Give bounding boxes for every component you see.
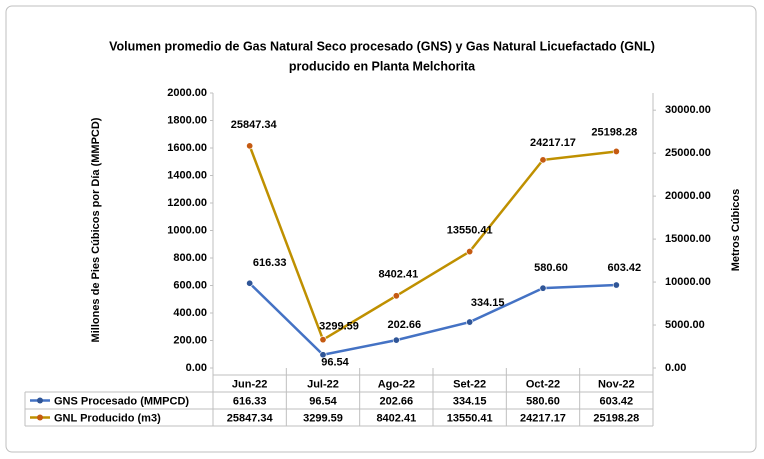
y2-tick-label: 30000.00 — [665, 104, 711, 116]
y2-tick-label: 0.00 — [665, 362, 686, 374]
table-cell: 580.60 — [526, 395, 560, 407]
data-label: 580.60 — [534, 262, 568, 274]
y-axis-title: Millones de Pies Cúbicos por Día (MMPCD) — [90, 117, 102, 342]
data-point — [246, 142, 254, 150]
y2-tick-label: 5000.00 — [665, 319, 705, 331]
x-tick-label: Ago-22 — [378, 378, 415, 390]
x-tick-label: Jul-22 — [307, 378, 339, 390]
table-cell: 3299.59 — [303, 412, 343, 424]
y2-tick-label: 20000.00 — [665, 190, 711, 202]
data-point — [319, 336, 327, 344]
x-tick-label: Set-22 — [453, 378, 486, 390]
data-label: 202.66 — [388, 319, 422, 331]
y2-tick-label: 25000.00 — [665, 147, 711, 159]
data-label: 24217.17 — [530, 137, 576, 149]
legend-label: GNL Producido (m3) — [54, 412, 161, 424]
x-tick-label: Nov-22 — [598, 378, 635, 390]
table-cell: 96.54 — [309, 395, 337, 407]
data-label: 13550.41 — [447, 224, 493, 236]
series-line — [248, 145, 617, 342]
table-cell: 202.66 — [380, 395, 414, 407]
data-label: 96.54 — [321, 357, 349, 369]
y-tick-label: 0.00 — [186, 362, 207, 374]
table-cell: 334.15 — [453, 395, 487, 407]
y-tick-label: 1600.00 — [167, 142, 207, 154]
data-label: 8402.41 — [378, 269, 418, 281]
y2-tick-label: 10000.00 — [665, 276, 711, 288]
chart-frame — [5, 5, 757, 453]
data-point — [319, 351, 327, 359]
table-cell: 13550.41 — [447, 412, 493, 424]
table-cell: 25198.28 — [593, 412, 639, 424]
x-tick-label: Oct-22 — [526, 378, 560, 390]
data-label: 616.33 — [253, 257, 287, 269]
table-cell: 25847.34 — [227, 412, 274, 424]
y-tick-label: 2000.00 — [167, 87, 207, 99]
table-cell: 8402.41 — [376, 412, 416, 424]
y-tick-label: 1800.00 — [167, 114, 207, 126]
data-label: 25847.34 — [231, 119, 278, 131]
data-point — [466, 318, 474, 326]
table-cell: 24217.17 — [520, 412, 566, 424]
data-label: 334.15 — [471, 297, 505, 309]
y-tick-label: 200.00 — [173, 334, 207, 346]
legend-marker — [37, 414, 43, 421]
series-line — [248, 282, 617, 357]
legend-label: GNS Procesado (MMPCD) — [54, 395, 189, 407]
y2-axis-title: Metros Cúbicos — [730, 189, 742, 272]
data-point — [612, 281, 620, 289]
data-point — [246, 279, 254, 287]
chart-subtitle: producido en Planta Melchorita — [289, 59, 476, 73]
data-label: 25198.28 — [591, 126, 637, 138]
y2-tick-label: 15000.00 — [665, 233, 711, 245]
table-cell: 616.33 — [233, 395, 267, 407]
x-tick-label: Jun-22 — [232, 378, 267, 390]
data-point — [612, 147, 620, 155]
data-label: 603.42 — [608, 262, 642, 274]
y-tick-label: 1200.00 — [167, 197, 207, 209]
y-tick-label: 1000.00 — [167, 224, 207, 236]
data-point — [539, 156, 547, 164]
y-tick-label: 1400.00 — [167, 169, 207, 181]
y-tick-label: 400.00 — [173, 307, 207, 319]
data-point — [466, 248, 474, 256]
legend-marker — [37, 397, 43, 404]
data-point — [392, 336, 400, 344]
data-label: 3299.59 — [319, 321, 359, 333]
data-point — [392, 292, 400, 300]
data-point — [539, 284, 547, 292]
chart-title: Volumen promedio de Gas Natural Seco pro… — [109, 39, 655, 53]
y-tick-label: 800.00 — [173, 252, 207, 264]
table-cell: 603.42 — [600, 395, 634, 407]
y-tick-label: 600.00 — [173, 279, 207, 291]
